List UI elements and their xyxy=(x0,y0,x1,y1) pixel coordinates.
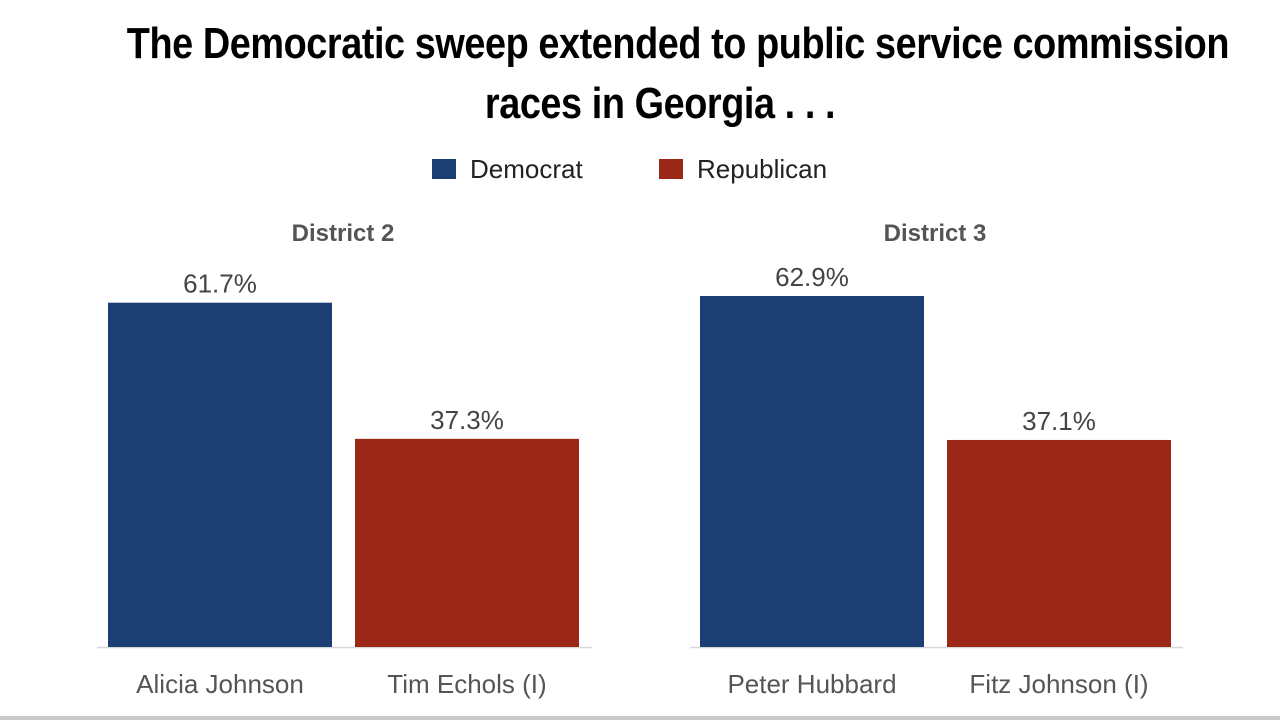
chart-title-line-2: races in Georgia . . . xyxy=(484,79,836,128)
bar-fitz-johnson-i xyxy=(947,439,1171,647)
legend: Democrat Republican xyxy=(0,152,1280,186)
panel-title: District 2 xyxy=(292,220,395,247)
category-label: Peter Hubbard xyxy=(727,669,896,699)
legend-label-republican: Republican xyxy=(697,153,828,184)
legend-item-democrat: Democrat xyxy=(432,152,583,186)
legend-item-republican: Republican xyxy=(659,152,827,186)
panel-district-1: District 2 61.7% Alicia Johnson 37.3% Tim Ec… xyxy=(97,220,592,699)
bar-alicia-johnson xyxy=(108,302,332,647)
data-label: 37.1% xyxy=(1022,406,1096,436)
category-label: Fitz Johnson (I) xyxy=(969,669,1148,699)
data-label: 62.9% xyxy=(775,262,849,292)
bar-tim-echols-i xyxy=(355,438,579,647)
legend-swatch-republican xyxy=(659,159,683,179)
chart-title-line-1: The Democratic sweep extended to public … xyxy=(126,19,1230,68)
panel-district-2: District 3 62.9% Peter Hubbard 37.1% Fitz Jo… xyxy=(690,220,1183,699)
chart-title: The Democratic sweep extended to public … xyxy=(126,14,1230,134)
bottom-edge-line xyxy=(0,716,1280,720)
bar-peter-hubbard xyxy=(700,296,924,647)
category-label: Tim Echols (I) xyxy=(387,669,546,699)
legend-label-democrat: Democrat xyxy=(470,153,583,184)
data-label: 37.3% xyxy=(430,405,504,435)
panel-title: District 3 xyxy=(884,220,987,247)
legend-swatch-democrat xyxy=(432,159,456,179)
category-label: Alicia Johnson xyxy=(136,669,304,699)
data-label: 61.7% xyxy=(183,269,257,299)
